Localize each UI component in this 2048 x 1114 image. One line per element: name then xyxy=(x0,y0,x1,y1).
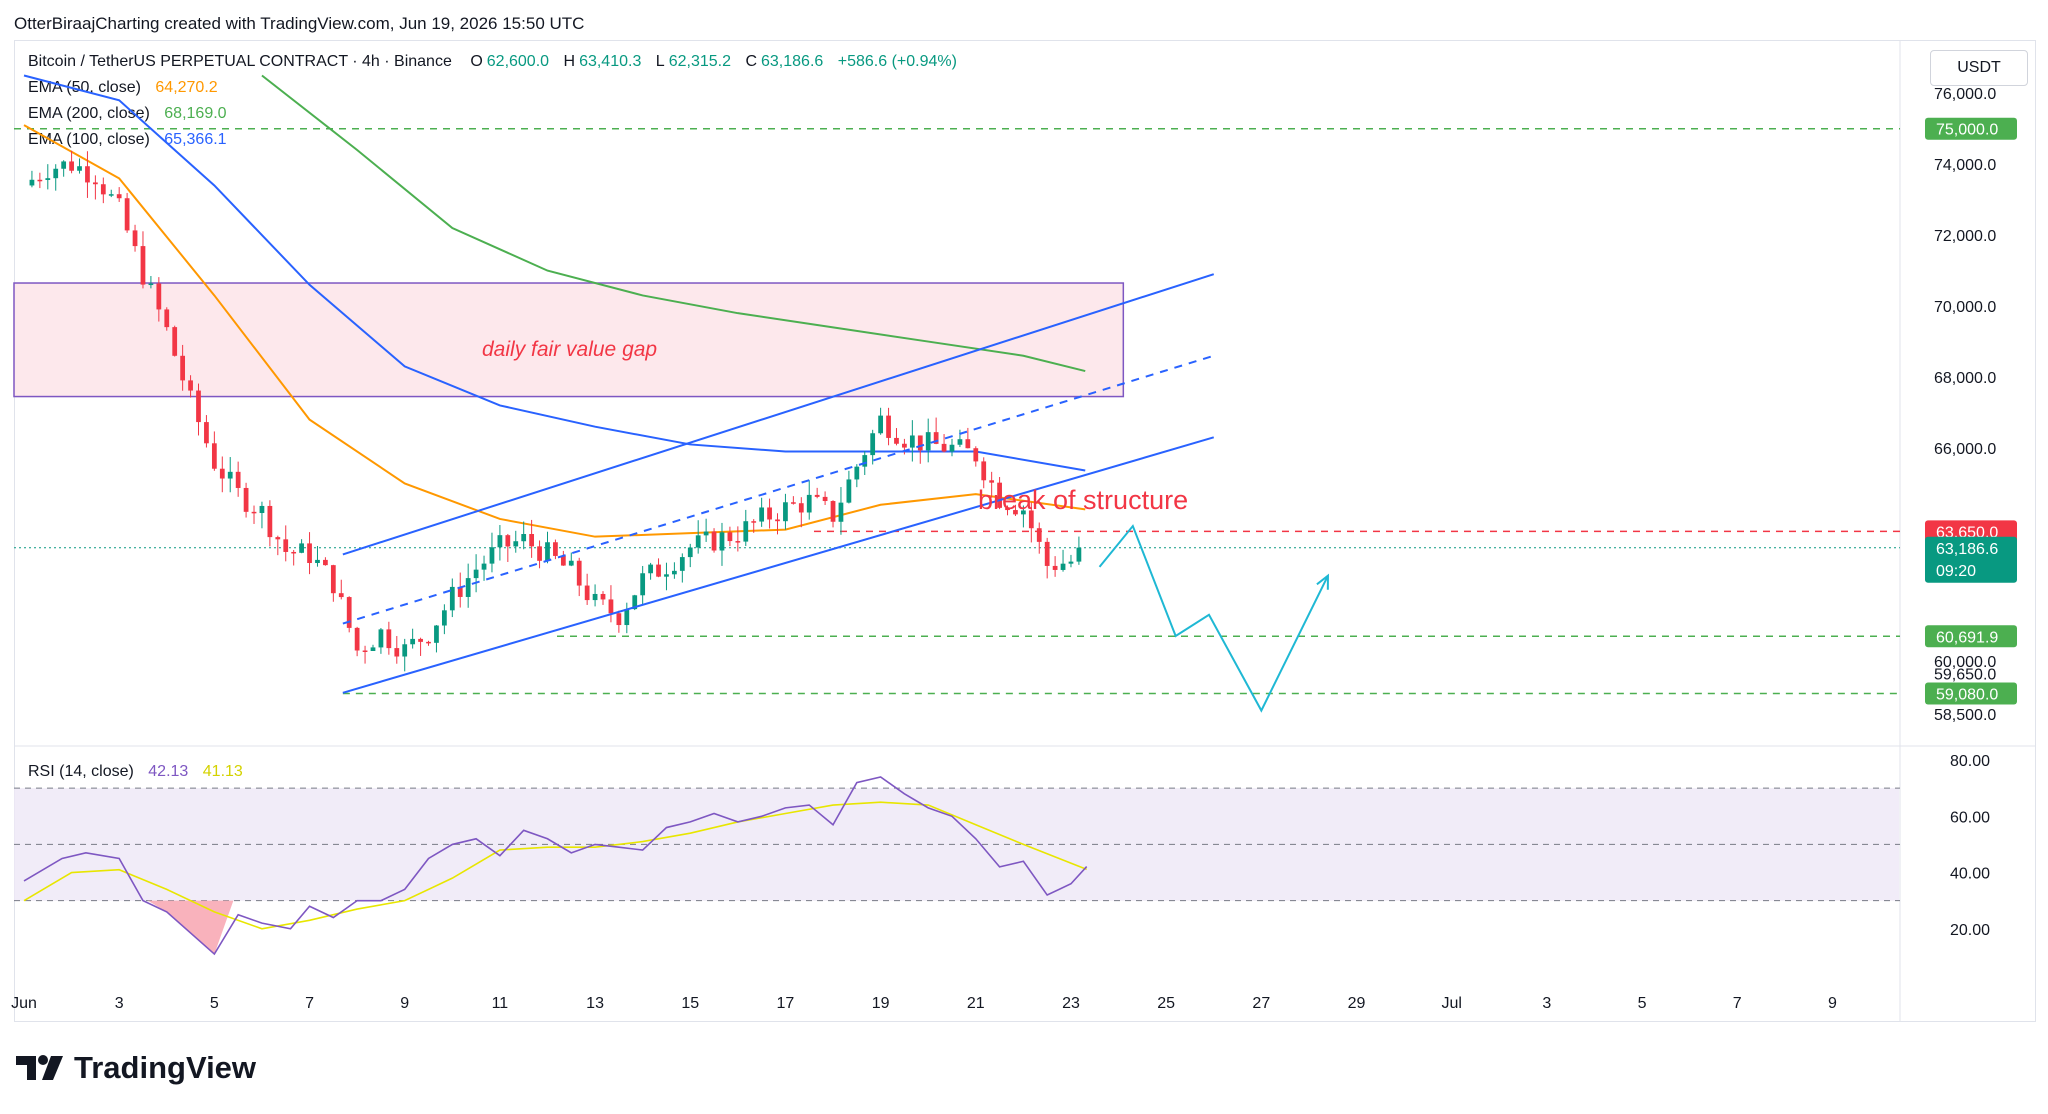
ema50-value: 64,270.2 xyxy=(155,79,218,96)
currency-button[interactable]: USDT xyxy=(1930,50,2028,86)
rsi-legend[interactable]: RSI (14, close) 42.13 41.13 xyxy=(28,763,247,781)
ema200-value: 68,169.0 xyxy=(164,105,227,122)
ema100-label: EMA (100, close) xyxy=(28,131,150,148)
tradingview-logo[interactable]: TradingView xyxy=(16,1050,256,1086)
close-label: C xyxy=(745,53,757,70)
open-label: O xyxy=(470,53,483,70)
change-value: +586.6 (+0.94%) xyxy=(837,53,957,70)
rsi-value: 42.13 xyxy=(148,763,189,780)
low-value: 62,315.2 xyxy=(668,53,731,70)
chart-frame xyxy=(14,40,2036,1022)
ema50-label: EMA (50, close) xyxy=(28,79,141,96)
symbol-title[interactable]: Bitcoin / TetherUS PERPETUAL CONTRACT · … xyxy=(28,53,452,70)
symbol-legend: Bitcoin / TetherUS PERPETUAL CONTRACT · … xyxy=(28,53,961,71)
low-label: L xyxy=(655,53,665,70)
rsi-label: RSI (14, close) xyxy=(28,763,134,780)
ema50-legend[interactable]: EMA (50, close) 64,270.2 xyxy=(28,79,222,97)
chart-credit: OtterBiraajCharting created with Trading… xyxy=(14,14,585,33)
brand-name: TradingView xyxy=(74,1050,257,1085)
high-value: 63,410.3 xyxy=(579,53,642,70)
ema100-value: 65,366.1 xyxy=(164,131,227,148)
high-label: H xyxy=(563,53,576,70)
tradingview-mark-icon xyxy=(16,1055,63,1080)
rsi-ma-value: 41.13 xyxy=(202,763,243,780)
close-value: 63,186.6 xyxy=(761,53,824,70)
ema200-label: EMA (200, close) xyxy=(28,105,150,122)
ema200-legend[interactable]: EMA (200, close) 68,169.0 xyxy=(28,105,231,123)
open-value: 62,600.0 xyxy=(486,53,550,70)
ema100-legend[interactable]: EMA (100, close) 65,366.1 xyxy=(28,131,231,149)
